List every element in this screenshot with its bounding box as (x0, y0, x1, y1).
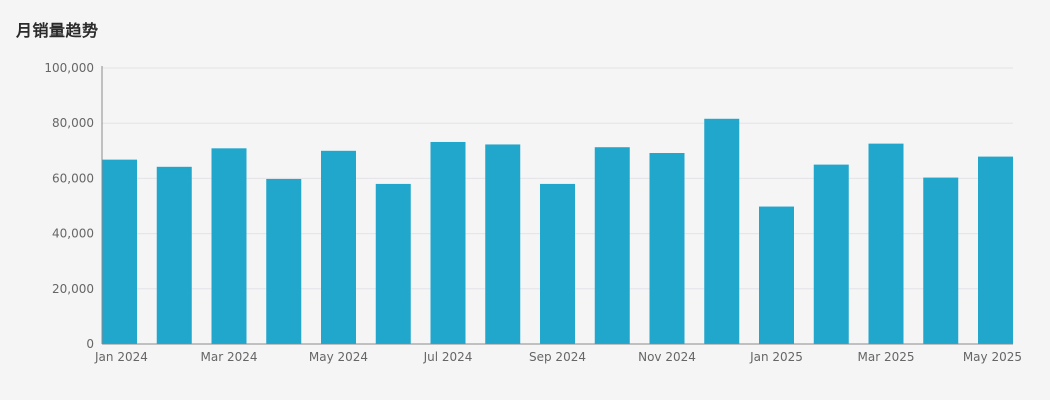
bar (375, 183, 411, 344)
x-tick-label: Jan 2025 (749, 350, 803, 364)
x-tick-label: Mar 2025 (858, 350, 915, 364)
bar (540, 183, 575, 344)
x-tick-label: Nov 2024 (638, 350, 696, 364)
bar (430, 141, 466, 344)
x-tick-label: May 2024 (309, 350, 368, 364)
bar (978, 156, 1013, 344)
bar (594, 147, 630, 344)
x-tick-label: Mar 2024 (201, 350, 258, 364)
y-tick-label: 20,000 (52, 282, 94, 296)
bar (704, 118, 740, 344)
bar (923, 177, 959, 344)
bar (321, 150, 356, 344)
chart-title: 月销量趋势 (16, 21, 99, 40)
bar (102, 159, 137, 344)
y-tick-label: 0 (86, 337, 94, 351)
bar (813, 164, 849, 344)
x-tick-label: Jul 2024 (423, 350, 473, 364)
bar (156, 166, 192, 344)
y-tick-label: 40,000 (52, 227, 94, 241)
x-tick-label: Jan 2024 (94, 350, 148, 364)
y-tick-label: 80,000 (52, 116, 94, 130)
bar (868, 143, 904, 344)
bar (485, 144, 521, 344)
x-tick-label: Sep 2024 (529, 350, 586, 364)
y-tick-label: 100,000 (44, 61, 94, 75)
bar (266, 178, 302, 344)
bar (649, 153, 685, 344)
y-tick-label: 60,000 (52, 171, 94, 185)
bar (211, 148, 247, 344)
bar (759, 206, 794, 344)
x-tick-label: May 2025 (963, 350, 1022, 364)
